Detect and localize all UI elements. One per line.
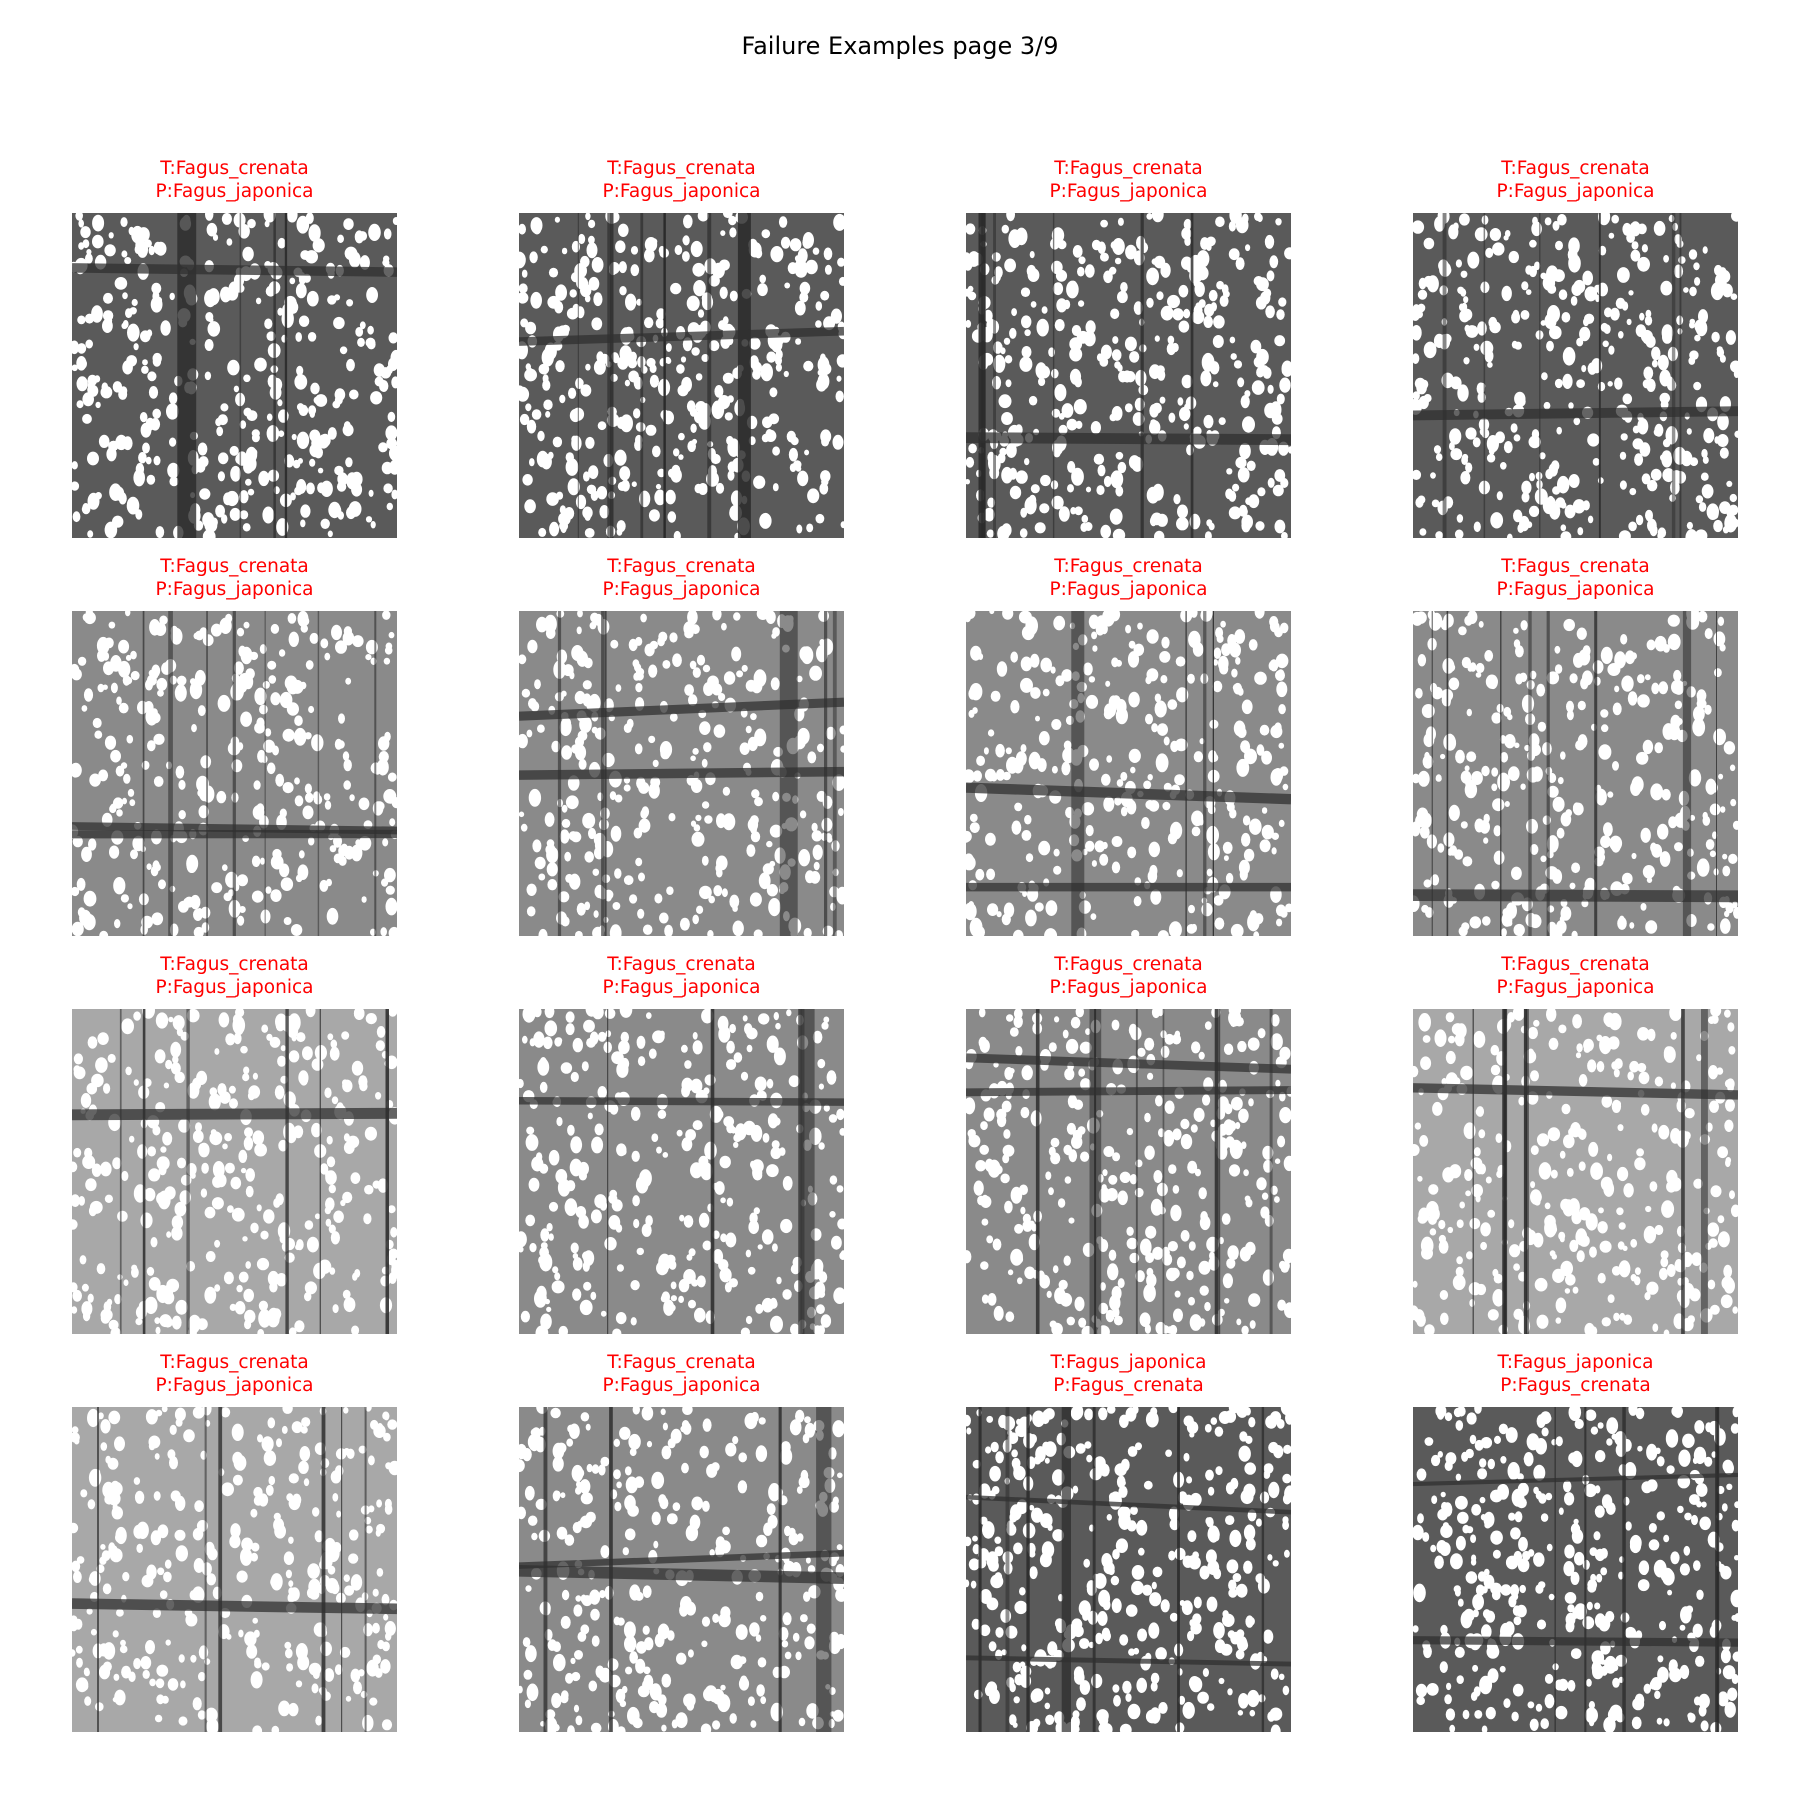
predicted-label: P:Fagus_japonica — [155, 977, 314, 998]
sample-caption: T:Fagus_crenata P:Fagus_japonica — [72, 555, 397, 601]
wood-micrograph-image — [519, 213, 844, 538]
sample-caption: T:Fagus_japonica P:Fagus_crenata — [1413, 1351, 1738, 1397]
true-label: T:Fagus_crenata — [607, 158, 756, 179]
wood-micrograph-image — [72, 1407, 397, 1732]
sample-panel: T:Fagus_crenata P:Fagus_japonica — [72, 157, 397, 538]
predicted-label: P:Fagus_japonica — [155, 1375, 314, 1396]
true-label: T:Fagus_crenata — [160, 556, 309, 577]
sample-panel: T:Fagus_crenata P:Fagus_japonica — [519, 157, 844, 538]
true-label: T:Fagus_crenata — [607, 1352, 756, 1373]
predicted-label: P:Fagus_japonica — [155, 181, 314, 202]
true-label: T:Fagus_crenata — [1054, 556, 1203, 577]
sample-panel: T:Fagus_crenata P:Fagus_japonica — [1413, 953, 1738, 1334]
sample-panel: T:Fagus_crenata P:Fagus_japonica — [966, 953, 1291, 1334]
sample-panel: T:Fagus_crenata P:Fagus_japonica — [966, 157, 1291, 538]
sample-panel: T:Fagus_crenata P:Fagus_japonica — [519, 953, 844, 1334]
sample-caption: T:Fagus_crenata P:Fagus_japonica — [72, 157, 397, 203]
predicted-label: P:Fagus_japonica — [602, 1375, 761, 1396]
true-label: T:Fagus_crenata — [160, 954, 309, 975]
sample-caption: T:Fagus_crenata P:Fagus_japonica — [72, 953, 397, 999]
sample-caption: T:Fagus_crenata P:Fagus_japonica — [519, 555, 844, 601]
wood-micrograph-image — [519, 611, 844, 936]
true-label: T:Fagus_japonica — [1497, 1352, 1654, 1373]
sample-panel: T:Fagus_crenata P:Fagus_japonica — [519, 555, 844, 936]
sample-panel: T:Fagus_crenata P:Fagus_japonica — [72, 953, 397, 1334]
predicted-label: P:Fagus_japonica — [155, 579, 314, 600]
sample-caption: T:Fagus_crenata P:Fagus_japonica — [519, 157, 844, 203]
wood-micrograph-image — [519, 1407, 844, 1732]
true-label: T:Fagus_crenata — [607, 954, 756, 975]
true-label: T:Fagus_crenata — [607, 556, 756, 577]
predicted-label: P:Fagus_japonica — [1496, 579, 1655, 600]
sample-panel: T:Fagus_crenata P:Fagus_japonica — [519, 1351, 844, 1732]
wood-micrograph-image — [72, 213, 397, 538]
sample-caption: T:Fagus_crenata P:Fagus_japonica — [966, 157, 1291, 203]
predicted-label: P:Fagus_crenata — [1500, 1375, 1651, 1396]
wood-micrograph-image — [966, 611, 1291, 936]
wood-micrograph-image — [966, 1009, 1291, 1334]
sample-panel: T:Fagus_crenata P:Fagus_japonica — [72, 1351, 397, 1732]
wood-micrograph-image — [72, 611, 397, 936]
figure-title: Failure Examples page 3/9 — [741, 32, 1059, 60]
predicted-label: P:Fagus_japonica — [1496, 181, 1655, 202]
wood-micrograph-image — [519, 1009, 844, 1334]
wood-micrograph-image — [1413, 611, 1738, 936]
sample-caption: T:Fagus_crenata P:Fagus_japonica — [519, 1351, 844, 1397]
sample-caption: T:Fagus_crenata P:Fagus_japonica — [72, 1351, 397, 1397]
sample-caption: T:Fagus_crenata P:Fagus_japonica — [966, 953, 1291, 999]
sample-caption: T:Fagus_japonica P:Fagus_crenata — [966, 1351, 1291, 1397]
predicted-label: P:Fagus_japonica — [602, 181, 761, 202]
sample-caption: T:Fagus_crenata P:Fagus_japonica — [1413, 157, 1738, 203]
true-label: T:Fagus_crenata — [160, 158, 309, 179]
predicted-label: P:Fagus_japonica — [1049, 579, 1208, 600]
true-label: T:Fagus_crenata — [1501, 556, 1650, 577]
true-label: T:Fagus_crenata — [1054, 158, 1203, 179]
wood-micrograph-image — [1413, 1009, 1738, 1334]
wood-micrograph-image — [966, 213, 1291, 538]
predicted-label: P:Fagus_japonica — [602, 977, 761, 998]
true-label: T:Fagus_crenata — [1501, 158, 1650, 179]
sample-caption: T:Fagus_crenata P:Fagus_japonica — [1413, 555, 1738, 601]
true-label: T:Fagus_crenata — [1054, 954, 1203, 975]
sample-caption: T:Fagus_crenata P:Fagus_japonica — [1413, 953, 1738, 999]
predicted-label: P:Fagus_japonica — [1496, 977, 1655, 998]
wood-micrograph-image — [1413, 1407, 1738, 1732]
sample-panel: T:Fagus_japonica P:Fagus_crenata — [966, 1351, 1291, 1732]
sample-panel: T:Fagus_crenata P:Fagus_japonica — [1413, 555, 1738, 936]
sample-panel: T:Fagus_japonica P:Fagus_crenata — [1413, 1351, 1738, 1732]
true-label: T:Fagus_crenata — [1501, 954, 1650, 975]
sample-caption: T:Fagus_crenata P:Fagus_japonica — [519, 953, 844, 999]
sample-panel: T:Fagus_crenata P:Fagus_japonica — [1413, 157, 1738, 538]
sample-panel: T:Fagus_crenata P:Fagus_japonica — [72, 555, 397, 936]
predicted-label: P:Fagus_japonica — [602, 579, 761, 600]
sample-caption: T:Fagus_crenata P:Fagus_japonica — [966, 555, 1291, 601]
wood-micrograph-image — [1413, 213, 1738, 538]
true-label: T:Fagus_crenata — [160, 1352, 309, 1373]
wood-micrograph-image — [966, 1407, 1291, 1732]
sample-panel: T:Fagus_crenata P:Fagus_japonica — [966, 555, 1291, 936]
predicted-label: P:Fagus_japonica — [1049, 977, 1208, 998]
predicted-label: P:Fagus_japonica — [1049, 181, 1208, 202]
wood-micrograph-image — [72, 1009, 397, 1334]
predicted-label: P:Fagus_crenata — [1053, 1375, 1204, 1396]
true-label: T:Fagus_japonica — [1050, 1352, 1207, 1373]
